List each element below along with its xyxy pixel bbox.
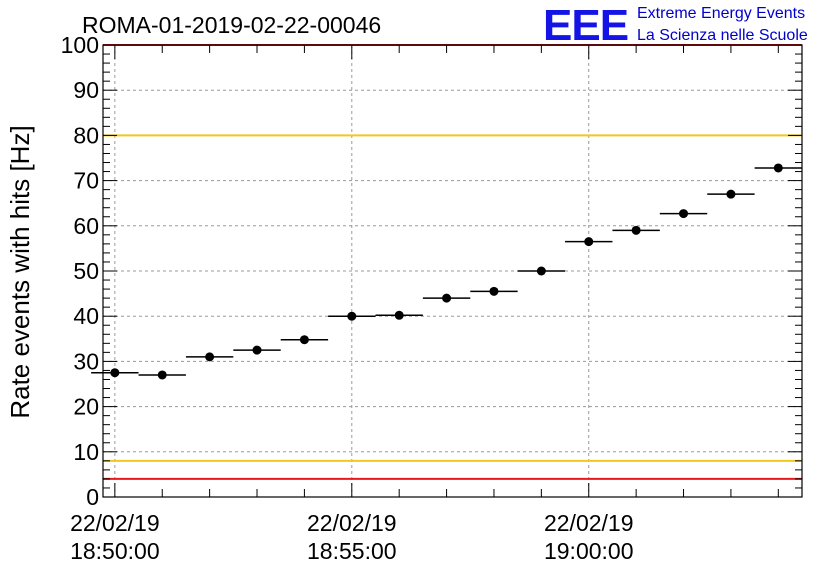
x-axis-ticks: 22/02/1918:50:0022/02/1918:55:0022/02/19…	[70, 45, 779, 564]
reference-lines	[103, 44, 802, 480]
logo-mark: EEE	[543, 1, 628, 50]
data-point-marker	[584, 237, 594, 247]
data-point	[375, 310, 423, 320]
data-point-marker	[299, 335, 309, 345]
y-tick-label: 30	[73, 348, 99, 374]
y-axis-label: Rate events with hits [Hz]	[5, 125, 35, 418]
logo-line1: Extreme Energy Events	[637, 5, 805, 22]
data-point-marker	[726, 189, 736, 199]
data-point	[328, 311, 376, 321]
data-point	[754, 163, 802, 173]
data-point	[185, 352, 234, 362]
data-point-marker	[773, 163, 783, 173]
data-point	[138, 370, 186, 380]
data-point-marker	[347, 311, 357, 321]
y-tick-label: 90	[73, 77, 99, 103]
grid-lines	[103, 45, 802, 497]
y-tick-label: 40	[73, 303, 99, 329]
x-tick-label-date: 22/02/19	[307, 510, 397, 536]
y-tick-label: 70	[73, 168, 99, 194]
eee-logo: EEE Extreme Energy Events La Scienza nel…	[543, 1, 808, 50]
data-point-marker	[157, 370, 167, 380]
data-point	[565, 237, 613, 247]
y-tick-label: 100	[61, 32, 99, 58]
data-point-marker	[252, 345, 262, 355]
y-tick-label: 20	[73, 394, 99, 420]
data-point	[233, 345, 281, 355]
data-point	[470, 286, 518, 296]
data-point-marker	[110, 368, 120, 378]
data-point-marker	[442, 293, 452, 303]
data-point	[91, 368, 139, 378]
y-tick-label: 80	[73, 122, 99, 148]
data-points	[91, 163, 802, 380]
x-tick-label-time: 19:00:00	[544, 538, 634, 564]
data-point	[659, 209, 708, 219]
logo-line2: La Scienza nelle Scuole	[637, 27, 808, 44]
data-point	[517, 266, 566, 276]
y-tick-label: 10	[73, 439, 99, 465]
y-tick-label: 60	[73, 213, 99, 239]
data-point-marker	[394, 310, 404, 320]
chart-title: ROMA-01-2019-02-22-00046	[82, 12, 381, 38]
y-tick-label: 0	[86, 484, 99, 510]
data-point	[707, 189, 755, 199]
data-point	[612, 225, 660, 235]
data-point-marker	[631, 225, 641, 235]
data-point-marker	[679, 209, 689, 219]
data-point	[280, 335, 329, 345]
data-point-marker	[205, 352, 215, 362]
x-tick-label-time: 18:50:00	[70, 538, 160, 564]
data-point	[422, 293, 471, 303]
data-point-marker	[536, 266, 546, 276]
data-point-marker	[489, 286, 499, 296]
x-tick-label-date: 22/02/19	[70, 510, 160, 536]
y-tick-label: 50	[73, 258, 99, 284]
x-tick-label-date: 22/02/19	[544, 510, 634, 536]
x-tick-label-time: 18:55:00	[307, 538, 397, 564]
y-axis-ticks: 0 10 20 30 40 50 60 70 80 90 100	[61, 32, 802, 510]
